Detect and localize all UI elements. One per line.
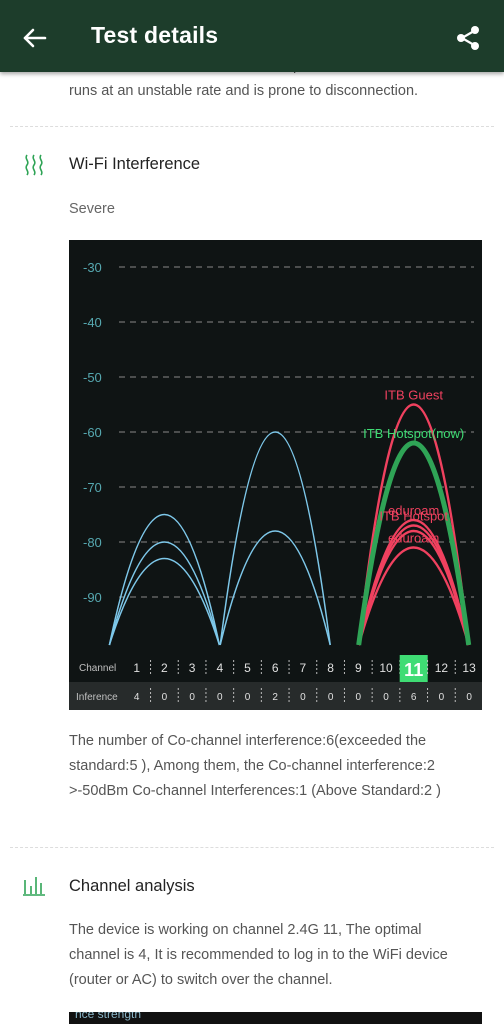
network-label: eduroam (388, 531, 439, 546)
network-curve (357, 546, 470, 646)
wifi-interference-chart: -30 -40 -50 -60 -70 -80 -90 ITB Guest ITB Hotspo… (69, 240, 482, 710)
interference-description-line: The number of Co-channel interference:6(… (69, 733, 427, 749)
current-channel-highlight (399, 655, 428, 682)
channel-signal-chart: -30 -40 -50 -60 -70 -80 -90 ITB Guest ITB Hotspo… (69, 260, 482, 710)
inference-value: 0 (189, 692, 195, 703)
channel-analysis-description: The device is working on channel 2.4G 11… (69, 918, 479, 993)
channel-analysis-line: The device is working on channel 2.4G 11… (69, 922, 422, 938)
signal-strength-chart-top: nce strength (69, 1012, 482, 1024)
channel-tick-label: 11 (404, 660, 423, 680)
inference-value: 0 (162, 692, 168, 703)
inference-value: 0 (466, 692, 472, 703)
y-tick-label: -80 (83, 535, 102, 550)
network-label: ITB Guest (384, 388, 443, 403)
inference-value: 0 (356, 692, 362, 703)
inference-value: 6 (411, 692, 417, 703)
channel-tick-label: 9 (355, 661, 362, 675)
network-label: ITB Hotspot(now) (363, 426, 464, 441)
inference-value: 4 (134, 692, 140, 703)
page-title: Test details (91, 22, 219, 48)
arrow-left-icon[interactable] (16, 20, 52, 56)
inference-value: 0 (217, 692, 223, 703)
channel-tick-label: 13 (462, 661, 476, 675)
y-tick-label: -50 (83, 370, 102, 385)
inference-value: 0 (439, 692, 445, 703)
section-divider (10, 847, 494, 849)
y-tick-label: -40 (83, 315, 102, 330)
network-label: eduroam (388, 503, 439, 518)
y-tick-label: -70 (83, 480, 102, 495)
network-curve (108, 513, 221, 646)
network-curve (219, 530, 331, 646)
own-network-curve (356, 440, 472, 646)
network-curve (357, 530, 470, 646)
interference-level: Severe (69, 201, 115, 217)
wifi-interference-title: Wi-Fi Interference (69, 155, 201, 173)
y-tick-label: -90 (83, 590, 102, 605)
inference-value: 2 (272, 692, 278, 703)
network-curve (357, 403, 470, 646)
channel-tick-label: 1 (133, 661, 140, 675)
wifi-waves-icon (25, 154, 43, 176)
app-bar: Test details (0, 0, 504, 72)
inference-row (69, 682, 482, 710)
channel-row-label: Channel (79, 663, 116, 674)
network-label: ITB Hotspot (379, 509, 448, 524)
y-tick-label: -60 (83, 425, 102, 440)
inference-value: 0 (300, 692, 306, 703)
channel-analysis-line: channel is 4, It is recommended to log i… (69, 947, 448, 963)
channel-tick-label: 10 (379, 661, 393, 675)
network-curve (108, 541, 221, 646)
channel-tick-label: 3 (189, 661, 196, 675)
y-tick-label: -30 (83, 260, 102, 275)
inference-row-label: Inference (76, 692, 118, 703)
network-curve (108, 558, 221, 646)
section-divider (10, 126, 494, 128)
channel-tick-label: 7 (300, 661, 307, 675)
inference-value: 0 (328, 692, 334, 703)
channel-tick-label: 8 (327, 661, 334, 675)
signal-strength-chart-label: nce strength (75, 1012, 142, 1021)
network-curve (219, 431, 331, 646)
channel-analysis-line: (router or AC) to switch over the channe… (69, 972, 333, 988)
channel-tick-label: 4 (216, 661, 223, 675)
interference-description: The number of Co-channel interference:6(… (69, 729, 479, 804)
share-icon[interactable] (450, 20, 486, 56)
bar-chart-icon (23, 877, 45, 896)
channel-tick-label: 6 (272, 661, 279, 675)
signal-description-line: runs at an unstable rate and is prone to… (69, 83, 419, 99)
inference-value: 0 (383, 692, 389, 703)
interference-description-line: >-50dBm Co-channel Interferences:1 (Abov… (69, 783, 441, 799)
interference-description-line: standard:5 ), Among them, the Co-channel… (69, 758, 435, 774)
channel-tick-label: 2 (161, 661, 168, 675)
channel-analysis-title: Channel analysis (69, 877, 195, 895)
channel-tick-label: 5 (244, 661, 251, 675)
inference-value: 0 (245, 692, 251, 703)
channel-tick-label: 12 (435, 661, 449, 675)
